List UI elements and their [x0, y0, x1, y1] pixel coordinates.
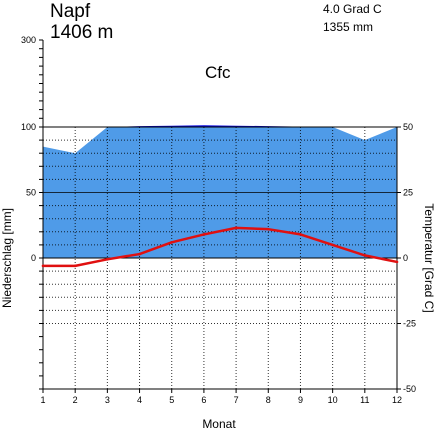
- station-name: Napf: [50, 1, 91, 22]
- x-tick-label: 12: [392, 395, 402, 405]
- x-tick-label: 8: [266, 395, 271, 405]
- left-tick-label: 0: [31, 253, 36, 263]
- temperature-point: [73, 264, 77, 268]
- y-axis-left-title: Niederschlag [mm]: [0, 208, 14, 308]
- header: Napf 1406 m 4.0 Grad C 1355 mm Cfc: [50, 1, 382, 82]
- right-tick-label: 50: [403, 122, 413, 132]
- temperature-point: [106, 258, 109, 261]
- temperature-series: [41, 226, 399, 268]
- temperature-point: [395, 260, 399, 264]
- x-tick-label: 2: [73, 395, 78, 405]
- annual-precipitation-label: 1355 mm: [323, 20, 373, 34]
- temperature-point: [170, 240, 174, 244]
- y-axis-right-title: Temperatur [Grad C]: [422, 203, 436, 312]
- temperature-point: [234, 226, 238, 230]
- right-tick-label: -25: [403, 319, 416, 329]
- x-tick-label: 4: [137, 395, 142, 405]
- temperature-point: [363, 254, 367, 257]
- temperature-point: [202, 233, 206, 236]
- x-tick-label: 10: [328, 395, 338, 405]
- temperature-point: [299, 233, 302, 236]
- x-tick-label: 6: [201, 395, 206, 405]
- grid-lines: [43, 126, 397, 389]
- right-tick-label: -50: [403, 384, 416, 394]
- left-tick-label: 100: [21, 122, 36, 132]
- plot-area: [43, 125, 397, 258]
- right-tick-label: 25: [403, 188, 413, 198]
- x-tick-label: 1: [40, 395, 45, 405]
- x-tick-label: 7: [234, 395, 239, 405]
- x-tick-label: 9: [298, 395, 303, 405]
- station-elevation: 1406 m: [50, 22, 113, 43]
- right-tick-label: 0: [403, 253, 408, 263]
- x-axis-title: Monat: [202, 417, 236, 430]
- x-tick-label: 11: [360, 395, 369, 405]
- left-tick-label: 50: [26, 188, 36, 198]
- temperature-point: [41, 264, 45, 268]
- x-tick-label: 5: [169, 395, 174, 405]
- left-tick-label: 300: [21, 35, 36, 45]
- mean-temperature-label: 4.0 Grad C: [323, 2, 382, 16]
- x-tick-label: 3: [105, 395, 110, 405]
- climate-class-label: Cfc: [205, 63, 231, 82]
- temperature-point: [138, 252, 141, 256]
- temperature-point: [266, 227, 270, 231]
- temperature-point: [331, 243, 334, 247]
- temperature-line: [43, 226, 398, 268]
